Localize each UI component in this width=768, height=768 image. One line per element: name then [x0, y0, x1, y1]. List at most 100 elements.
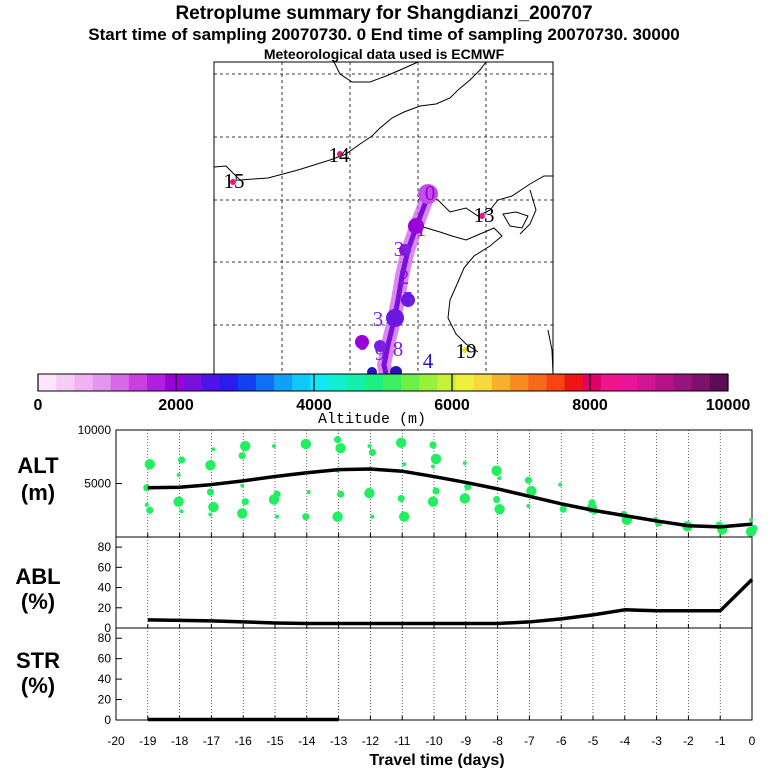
colorbar-swatch: [437, 374, 457, 391]
x-tick-label: -13: [330, 734, 348, 748]
y-axis-title: (%): [21, 673, 55, 698]
colorbar-tick-label: 6000: [434, 397, 470, 414]
particle-cluster-point: [300, 438, 311, 450]
particle-cluster-point: [462, 461, 467, 466]
colorbar-swatch: [128, 374, 148, 391]
chart-title: Retroplume summary for Shangdianzi_20070…: [175, 3, 593, 24]
particle-cluster-point: [399, 511, 410, 522]
y-tick-label: 40: [98, 581, 112, 595]
particle-cluster-point: [144, 459, 155, 470]
particle-cluster-point: [176, 472, 181, 477]
plume-outlier: [230, 179, 236, 185]
particle-cluster-point: [588, 499, 596, 507]
map-day-label: 3: [394, 237, 405, 261]
colorbar-swatch: [455, 374, 475, 391]
particle-cluster-point: [306, 490, 311, 495]
colorbar-swatch: [491, 374, 511, 391]
x-tick-label: -14: [298, 734, 316, 748]
y-tick-label: 5000: [84, 477, 111, 491]
map-day-label: 14: [329, 143, 351, 167]
colorbar-swatch: [237, 374, 257, 391]
particle-cluster-point: [431, 464, 435, 469]
alt-panel: 5000 10000 ALT(m): [17, 423, 758, 538]
particle-cluster-point: [749, 517, 753, 522]
particle-cluster-point: [272, 444, 276, 449]
particle-cluster-point: [205, 460, 216, 471]
particle-cluster-point: [240, 440, 251, 452]
x-tick-label: -20: [107, 734, 125, 748]
plume-cluster: [374, 340, 386, 352]
particle-cluster-point: [208, 512, 213, 517]
y-tick-label: 0: [104, 713, 111, 727]
particle-cluster-point: [459, 493, 470, 504]
colorbar-swatch: [292, 374, 311, 391]
y-tick-label: 10000: [78, 423, 112, 437]
particle-cluster-point: [211, 447, 216, 452]
plume-cluster: [418, 184, 438, 204]
colorbar-label: Altitude (m): [318, 411, 426, 428]
altitude-colorbar: 0 2000 4000 6000 8000 10000: [34, 373, 751, 414]
colorbar-swatch: [165, 374, 184, 391]
met-data-note: Meteorological data used is ECMWF: [263, 46, 505, 62]
particle-cluster-point: [432, 487, 440, 495]
plume-outlier: [462, 347, 468, 353]
colorbar-swatch: [146, 374, 166, 391]
colorbar-swatch: [546, 374, 566, 391]
particle-cluster-point: [558, 482, 563, 487]
y-axis-title: ABL: [15, 564, 60, 589]
particle-cluster-point: [332, 511, 343, 522]
y-axis-title: ALT: [17, 453, 59, 478]
colorbar-swatch: [510, 374, 529, 391]
y-tick-label: 80: [98, 631, 112, 645]
colorbar-tick-label: 2000: [158, 397, 194, 414]
x-tick-label: -11: [394, 734, 411, 748]
colorbar-swatch: [328, 374, 348, 391]
particle-cluster-point: [526, 503, 531, 508]
map-day-label: 2: [399, 265, 410, 289]
plume-cluster: [408, 218, 424, 234]
map-day-label: 5: [403, 287, 414, 311]
colorbar-swatch: [473, 374, 493, 391]
particle-cluster-point: [497, 476, 502, 481]
particle-cluster-point: [237, 508, 248, 519]
colorbar-swatch: [564, 374, 584, 391]
colorbar-tick-label: 10000: [706, 397, 751, 414]
plume-cluster: [386, 309, 404, 327]
x-tick-label: -7: [524, 734, 535, 748]
x-tick-label: -8: [492, 734, 503, 748]
plume-outlier: [479, 213, 485, 219]
x-tick-label: -17: [203, 734, 221, 748]
colorbar-swatch: [201, 374, 221, 391]
series-line: [147, 467, 753, 529]
map-day-label: 1: [416, 217, 427, 241]
colorbar-swatch: [709, 374, 729, 391]
colorbar-swatch: [346, 374, 366, 391]
map-day-label: 9: [375, 341, 386, 365]
x-tick-label: -4: [619, 734, 630, 748]
map-day-label: 6: [357, 331, 368, 355]
particle-cluster-point: [179, 509, 184, 514]
colorbar-swatch: [310, 374, 330, 391]
map-day-label: 8: [393, 337, 404, 361]
x-tick-label: -5: [588, 734, 599, 748]
particle-cluster-point: [335, 442, 346, 454]
particle-cluster-point: [429, 441, 437, 449]
particle-cluster-point: [302, 513, 310, 521]
colorbar-swatch: [219, 374, 239, 391]
particle-cluster-point: [275, 514, 279, 519]
particle-cluster-point: [402, 462, 407, 467]
y-axis-title: (%): [21, 589, 55, 614]
colorbar-swatch: [74, 374, 93, 391]
plume-outlier: [337, 151, 343, 157]
map-grid: [214, 62, 553, 374]
x-tick-label: -10: [425, 734, 443, 748]
particle-cluster-point: [526, 485, 537, 497]
map-day-label: 19: [456, 339, 477, 363]
particle-cluster-point: [206, 488, 214, 496]
particle-cluster-point: [430, 453, 442, 465]
colorbar-swatch: [110, 374, 130, 391]
particle-cluster-point: [208, 501, 219, 513]
colorbar-swatch: [364, 374, 384, 391]
